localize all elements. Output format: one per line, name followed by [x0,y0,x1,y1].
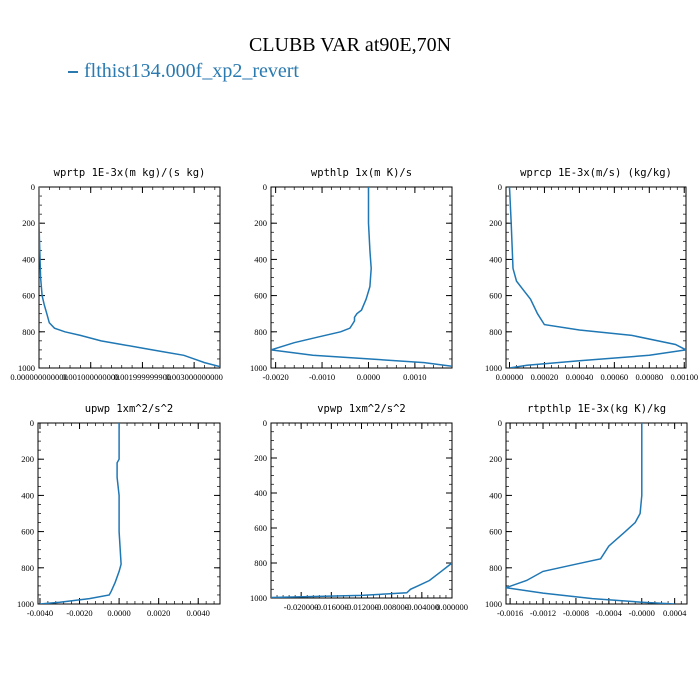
x-tick-label: 0.0000 [107,608,130,618]
x-tick-label: -0.012000 [344,602,379,612]
x-tick-label: -0.0010 [309,372,335,382]
panel-5: vpwp 1xm^2/s^2 0 200 400 600 800 1000 -0.020000… [250,403,468,612]
panel-title: wpthlp 1x(m K)/s [311,167,412,179]
y-tick-label: 800 [22,327,35,337]
x-tick-label: 0.0040 [187,608,210,618]
y-tick-label: 200 [254,453,267,463]
x-tick-label: 0.0004 [663,608,687,618]
y-tick-label: 200 [21,454,34,464]
x-tick-label: -0.0000 [629,608,655,618]
x-tick-label: -0.020000 [284,602,319,612]
x-tick-label: -0.0012 [530,608,556,618]
x-tick-label: -0.008000 [374,602,409,612]
panel-title: rtpthlp 1E-3x(kg K)/kg [527,403,666,415]
x-tick-label: -0.016000 [314,602,349,612]
y-tick-label: 1000 [485,599,502,609]
y-tick-label: 800 [489,327,502,337]
y-tick-label: 200 [254,218,267,228]
figure-title: CLUBB VAR at90E,70N [248,34,452,56]
y-tick-label: 1000 [250,363,267,373]
x-tick-label: -0.0016 [497,608,523,618]
y-tick-label: 800 [489,563,502,573]
panel-title: wprtp 1E-3x(m kg)/(s kg) [54,167,206,179]
series-line [271,562,452,598]
x-tick-label: 0.0020 [147,608,170,618]
x-tick-label: 0.00020 [531,372,559,382]
panel-title: upwp 1xm^2/s^2 [85,403,174,415]
panel-title: vpwp 1xm^2/s^2 [317,403,406,415]
x-tick-label: -0.0008 [563,608,589,618]
panel-6: rtpthlp 1E-3x(kg K)/kg02004006008001000-… [485,403,688,618]
series-line [271,187,452,367]
y-tick-label: 0 [498,418,502,428]
y-tick-label: 600 [22,291,35,301]
y-tick-label: 200 [489,218,502,228]
series-line [508,187,686,368]
y-tick-label: 200 [22,218,35,228]
y-tick-label: 800 [254,558,267,568]
series-line [39,187,220,368]
y-tick-label: 0 [30,418,34,428]
panel-3: wprcp 1E-3x(m/s) (kg/kg) 0 200 400 600 800 100… [485,167,698,382]
x-tick-label: 0.000000 [436,602,468,612]
plot-frame [270,422,453,599]
panel-title: wprcp 1E-3x(m/s) (kg/kg) [520,167,672,179]
x-tick-label: 0.001000000000 [62,372,119,382]
plot-frame [270,186,453,369]
y-tick-label: 600 [254,291,267,301]
y-tick-label: 800 [21,563,34,573]
y-tick-label: 0 [31,182,35,192]
y-tick-label: 1000 [485,363,502,373]
x-tick-label: -0.004000 [404,602,439,612]
y-tick-label: 1000 [17,599,34,609]
x-tick-label: 0.00100 [670,372,698,382]
x-tick-label: -0.0020 [263,372,289,382]
y-tick-label: 400 [489,254,502,264]
x-tick-label: -0.0020 [66,608,92,618]
x-tick-label: 0.000000000000 [10,372,67,382]
x-tick-label: 0.0010 [403,372,426,382]
panel-1: wprtp 1E-3x(m kg)/(s kg) 0 200 400 600 800 100… [10,167,223,382]
legend: flthist134.000f_xp2_revert [68,60,299,83]
y-tick-label: 0 [263,418,267,428]
panel-4: upwp 1xm^2/s^2 0 200 400 600 800 1000-0.0040 -0… [17,403,221,618]
y-tick-label: 400 [21,490,34,500]
x-tick-label: -0.0004 [596,608,623,618]
series-line [39,423,122,604]
y-tick-label: 600 [489,291,502,301]
x-tick-label: 0.00060 [601,372,629,382]
y-tick-label: 400 [489,490,502,500]
y-tick-label: 0 [498,182,502,192]
y-tick-label: 1000 [250,593,267,603]
plot-frame [38,186,221,369]
panel-2: wpthlp 1x(m K)/s 0 200 400 600 800 1000-0.0020… [250,167,453,382]
y-tick-label: 600 [254,523,267,533]
legend-label: flthist134.000f_xp2_revert [84,60,299,82]
y-tick-label: 600 [489,527,502,537]
x-tick-label: 0.003000000000 [165,372,222,382]
x-tick-label: -0.0040 [27,608,53,618]
x-tick-label: 0.0000 [357,372,380,382]
legend-swatch [68,71,78,74]
x-tick-label: 0.00080 [635,372,663,382]
y-tick-label: 200 [489,454,502,464]
y-tick-label: 800 [254,327,267,337]
x-tick-label: 0.00040 [566,372,594,382]
x-tick-label: 0.00000 [496,372,524,382]
y-tick-label: 400 [254,488,267,498]
series-line [506,423,675,604]
y-tick-label: 400 [254,254,267,264]
y-tick-label: 0 [263,182,267,192]
y-tick-label: 600 [21,527,34,537]
x-tick-label: 0.001999999900 [114,372,171,382]
plot-frame [37,422,221,605]
y-tick-label: 1000 [18,363,35,373]
y-tick-label: 400 [22,254,35,264]
